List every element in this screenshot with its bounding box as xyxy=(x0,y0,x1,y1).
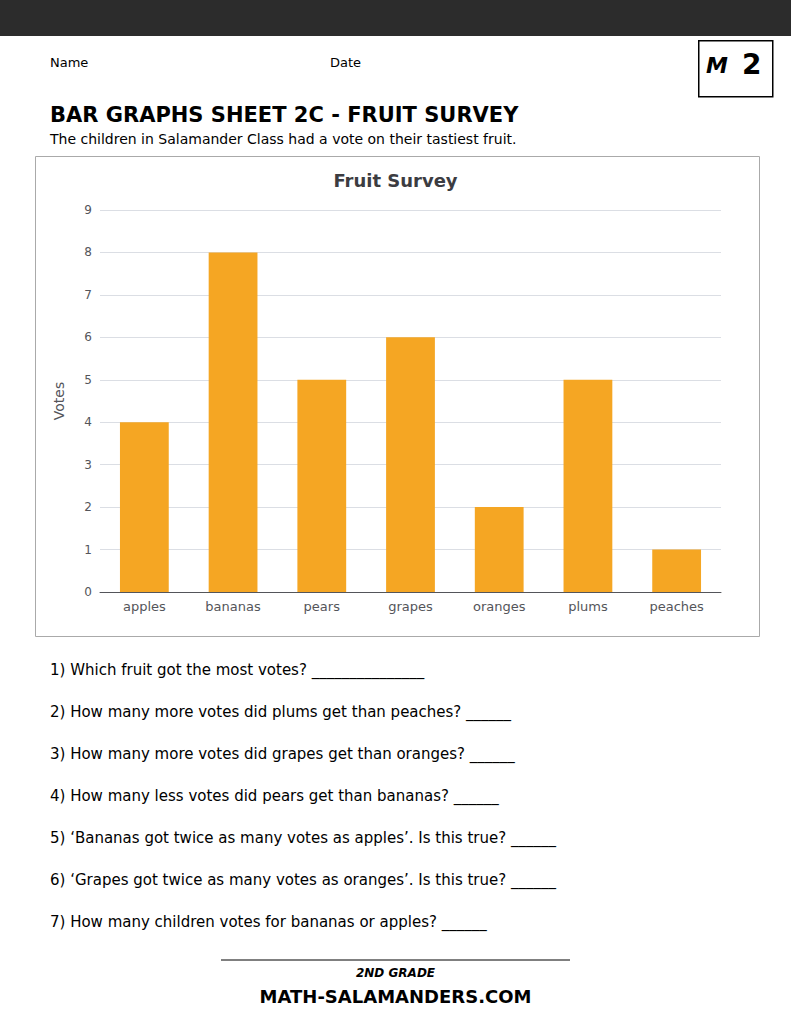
svg-text:5: 5 xyxy=(84,373,92,387)
svg-text:7) How many children votes for: 7) How many children votes for bananas o… xyxy=(50,913,487,932)
svg-text:Fruit Survey: Fruit Survey xyxy=(333,170,457,191)
svg-text:4) How many less votes did pea: 4) How many less votes did pears get tha… xyxy=(50,787,499,806)
svg-text:peaches: peaches xyxy=(649,599,704,614)
svg-text:8: 8 xyxy=(84,245,92,259)
svg-text:1) Which fruit got the most vo: 1) Which fruit got the most votes? _____… xyxy=(50,661,425,680)
svg-text:Votes: Votes xyxy=(51,382,67,420)
svg-text:1: 1 xyxy=(84,543,92,557)
svg-text:grapes: grapes xyxy=(388,599,433,614)
svg-text:2ND GRADE: 2ND GRADE xyxy=(356,966,436,980)
svg-text:The children in Salamander Cla: The children in Salamander Class had a v… xyxy=(49,131,517,147)
svg-text:BAR GRAPHS SHEET 2C - FRUIT SU: BAR GRAPHS SHEET 2C - FRUIT SURVEY xyxy=(50,103,519,127)
svg-text:MATH-SALAMANDERS.COM: MATH-SALAMANDERS.COM xyxy=(260,986,532,1007)
svg-text:M: M xyxy=(706,53,728,78)
svg-text:plums: plums xyxy=(568,599,608,614)
svg-text:pears: pears xyxy=(304,599,341,614)
svg-text:7: 7 xyxy=(84,288,92,302)
svg-text:Name: Name xyxy=(50,55,88,70)
svg-text:0: 0 xyxy=(84,585,92,599)
svg-text:6) ‘Grapes got twice as many v: 6) ‘Grapes got twice as many votes as or… xyxy=(50,871,556,890)
svg-text:bananas: bananas xyxy=(205,599,261,614)
svg-text:6: 6 xyxy=(84,330,92,344)
svg-text:Date: Date xyxy=(330,55,361,70)
svg-text:apples: apples xyxy=(123,599,166,614)
svg-text:2: 2 xyxy=(742,48,761,81)
svg-text:9: 9 xyxy=(84,203,92,217)
svg-text:5) ‘Bananas got twice as many: 5) ‘Bananas got twice as many votes as a… xyxy=(50,829,556,848)
svg-text:4: 4 xyxy=(84,415,92,429)
svg-text:3) How many more votes did gra: 3) How many more votes did grapes get th… xyxy=(50,745,515,764)
svg-text:3: 3 xyxy=(84,458,92,472)
svg-text:2: 2 xyxy=(84,500,92,514)
svg-text:2) How many more votes did plu: 2) How many more votes did plums get tha… xyxy=(50,703,512,722)
svg-text:oranges: oranges xyxy=(473,599,526,614)
